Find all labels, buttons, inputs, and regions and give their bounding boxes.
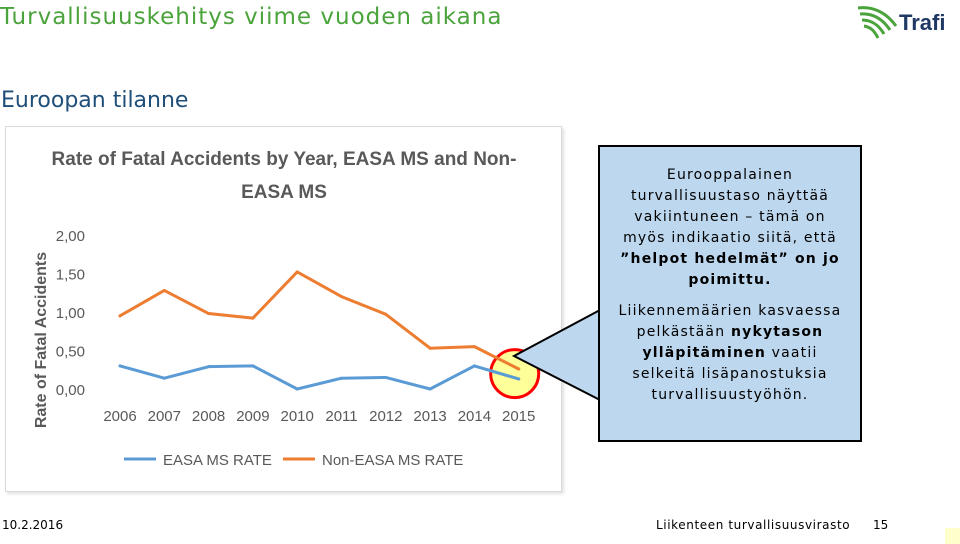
y-tick-label: 0,50 bbox=[56, 344, 85, 361]
data-point-easa bbox=[384, 375, 388, 379]
callout-emphasis: nykytason bbox=[730, 324, 824, 340]
data-point-easa bbox=[295, 387, 299, 391]
y-axis-label: Rate of Fatal Accidents bbox=[33, 252, 50, 428]
series-line-easa bbox=[118, 364, 521, 391]
chart-panel: Rate of Fatal Accidents by Year, EASA MS… bbox=[5, 126, 562, 492]
legend-label-non-easa: Non-EASA MS RATE bbox=[322, 452, 463, 469]
data-point-easa bbox=[517, 377, 521, 381]
callout-line: myös indikaatio siitä, että bbox=[623, 230, 837, 246]
data-point-non-easa bbox=[162, 288, 166, 292]
chart-title-line1: Rate of Fatal Accidents by Year, EASA MS… bbox=[52, 149, 517, 170]
corner-decoration bbox=[945, 528, 960, 544]
callout-line: vakiintuneen – tämä on bbox=[634, 209, 826, 225]
callout-line: ylläpitäminen vaatii bbox=[600, 343, 860, 364]
data-point-non-easa bbox=[118, 314, 122, 318]
callout-line: turvallisuustyöhön. bbox=[651, 387, 809, 403]
line-chart: Rate of Fatal Accidents by Year, EASA MS… bbox=[33, 149, 541, 469]
trafi-logo-icon bbox=[857, 6, 898, 39]
data-point-easa bbox=[340, 376, 343, 380]
callout-line: turvallisuustaso näyttää bbox=[630, 188, 830, 204]
data-point-easa bbox=[162, 376, 166, 380]
data-point-easa bbox=[118, 364, 122, 368]
data-point-easa bbox=[472, 364, 476, 368]
data-point-non-easa bbox=[251, 316, 255, 320]
data-point-easa bbox=[428, 387, 432, 391]
x-tick-label: 2012 bbox=[369, 408, 402, 425]
trafi-logo-text: Trafi bbox=[899, 10, 946, 35]
callout-line: Eurooppalainen bbox=[666, 167, 794, 183]
page-number: 15 bbox=[873, 518, 889, 532]
data-point-non-easa bbox=[207, 312, 211, 316]
series-line-non-easa bbox=[118, 270, 521, 371]
callout-box: Eurooppalainen turvallisuustaso näyttää … bbox=[598, 145, 862, 442]
callout-emphasis: ylläpitäminen bbox=[642, 345, 766, 361]
chart-legend: EASA MS RATE Non-EASA MS RATE bbox=[124, 452, 463, 469]
data-point-non-easa bbox=[517, 367, 521, 371]
data-point-non-easa bbox=[340, 295, 343, 299]
callout-line: selkeitä lisäpanostuksia bbox=[632, 366, 828, 382]
y-tick-label: 1,50 bbox=[56, 267, 85, 284]
x-tick-label: 2014 bbox=[458, 408, 491, 425]
legend-label-easa: EASA MS RATE bbox=[163, 452, 272, 469]
data-point-non-easa bbox=[472, 345, 476, 349]
x-tick-label: 2015 bbox=[502, 408, 535, 425]
chart-title-line2: EASA MS bbox=[241, 182, 327, 203]
x-tick-label: 2007 bbox=[148, 408, 181, 425]
section-subtitle: Euroopan tilanne bbox=[1, 88, 189, 113]
y-tick-label: 1,00 bbox=[56, 305, 85, 322]
y-tick-label: 0,00 bbox=[56, 382, 85, 399]
data-point-easa bbox=[207, 365, 211, 369]
callout-line: poimittu. bbox=[688, 272, 772, 288]
slide-title: Turvallisuuskehitys viime vuoden aikana bbox=[0, 4, 503, 30]
x-tick-label: 2013 bbox=[413, 408, 446, 425]
x-tick-label: 2010 bbox=[281, 408, 314, 425]
x-tick-label: 2006 bbox=[103, 408, 136, 425]
data-point-non-easa bbox=[295, 270, 299, 274]
data-point-easa bbox=[251, 364, 255, 368]
data-point-non-easa bbox=[428, 346, 432, 350]
callout-line: ”helpot hedelmät” on jo bbox=[620, 251, 840, 267]
callout-word: pelkästään bbox=[636, 324, 726, 340]
callout-line: pelkästään nykytason bbox=[600, 322, 860, 343]
y-tick-label: 2,00 bbox=[56, 228, 85, 245]
x-tick-label: 2008 bbox=[192, 408, 225, 425]
footer-organization: Liikenteen turvallisuusvirasto bbox=[656, 518, 851, 532]
callout-line: Liikennemäärien kasvaessa bbox=[618, 303, 842, 319]
x-tick-label: 2011 bbox=[325, 408, 357, 425]
data-point-non-easa bbox=[384, 312, 388, 316]
x-tick-label: 2009 bbox=[236, 408, 269, 425]
footer-date: 10.2.2016 bbox=[2, 518, 64, 532]
callout-word: vaatii bbox=[771, 345, 818, 361]
